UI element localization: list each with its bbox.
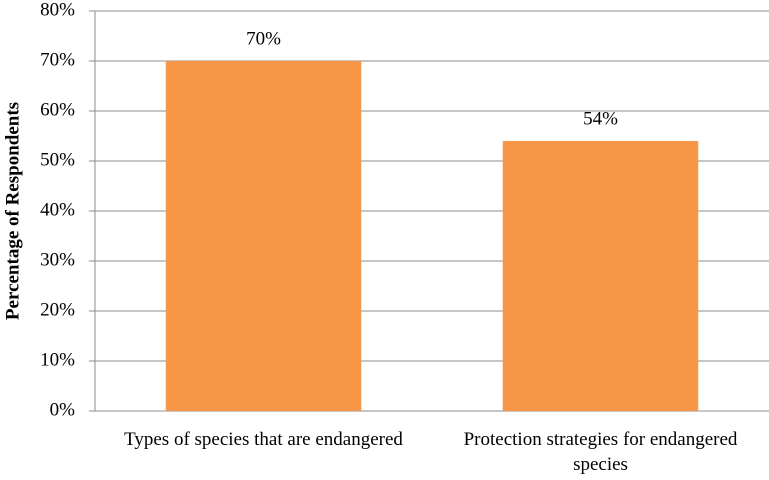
bar — [165, 61, 362, 411]
y-tick-label: 20% — [40, 299, 75, 320]
y-axis-label: Percentage of Respondents — [2, 102, 23, 320]
y-tick-label: 0% — [50, 399, 76, 420]
y-tick-label: 10% — [40, 349, 75, 370]
bar — [502, 141, 699, 411]
y-tick-label: 60% — [40, 99, 75, 120]
y-tick-label: 80% — [40, 0, 75, 20]
value-label: 54% — [583, 108, 618, 129]
y-tick-label: 50% — [40, 149, 75, 170]
y-tick-label: 70% — [40, 49, 75, 70]
value-label: 70% — [246, 28, 281, 49]
x-tick-label: Protection strategies for endangered spe… — [463, 429, 738, 475]
y-tick-label: 40% — [40, 199, 75, 220]
x-tick-label: Types of species that are endangered — [124, 429, 403, 450]
y-tick-label: 30% — [40, 249, 75, 270]
